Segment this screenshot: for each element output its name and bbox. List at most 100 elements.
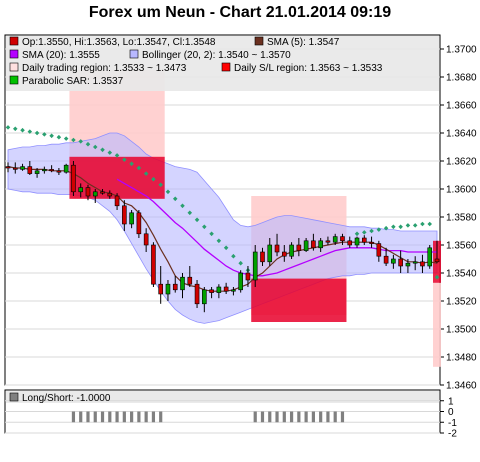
candle-body	[369, 241, 374, 244]
legend-swatch	[221, 62, 231, 72]
candle-body	[5, 166, 11, 169]
candle-body	[202, 289, 207, 305]
y-tick-label: 1.3560	[446, 241, 477, 252]
longshort-bar	[86, 411, 90, 423]
y-tick-label: 1.3460	[446, 381, 477, 392]
longshort-legend-label: Long/Short: -1.0000	[22, 393, 111, 404]
sar-point	[114, 153, 120, 158]
sar-point	[100, 147, 105, 153]
longshort-y-tick-label: -2	[448, 429, 457, 440]
candle-body	[260, 251, 265, 263]
longshort-bar	[340, 411, 345, 423]
sar-point	[412, 223, 418, 228]
sma20-line	[116, 178, 437, 277]
candle-body	[412, 261, 418, 264]
longshort-bar	[130, 411, 134, 423]
sar-point	[122, 157, 127, 162]
candle-body	[267, 244, 273, 263]
sar-point	[20, 127, 25, 133]
longshort-bar	[122, 411, 126, 423]
candle-body	[187, 276, 193, 285]
candle-body	[289, 244, 294, 257]
longshort-bar	[268, 411, 272, 423]
longshort-y-tick-label: 1	[448, 396, 454, 407]
legend-label: SMA (5): 1.3547	[267, 37, 340, 48]
legend-label: Daily trading region: 1.3533 ~ 1.3473	[22, 63, 187, 74]
legend-swatch	[254, 36, 264, 46]
longshort-bar	[253, 411, 257, 423]
legend-swatch	[9, 75, 19, 85]
longshort-bar	[108, 411, 112, 423]
candle-body	[282, 251, 287, 257]
candle-body	[27, 166, 33, 174]
candle-body	[151, 244, 156, 285]
candle-body	[122, 205, 127, 225]
candle-body	[223, 286, 229, 292]
candle-body	[311, 240, 316, 249]
longshort-bar	[144, 411, 148, 423]
sl-region	[251, 278, 347, 322]
legend-swatch	[129, 49, 139, 59]
y-tick-label: 1.3540	[446, 269, 477, 280]
sl-region	[69, 156, 165, 199]
candle-body	[391, 258, 396, 264]
y-tick-label: 1.3700	[446, 45, 477, 56]
legend-label: Op:1.3550, Hi:1.3563, Lo:1.3547, Cl:1.35…	[22, 37, 216, 48]
candle-body	[420, 261, 425, 267]
longshort-bar	[311, 411, 315, 423]
candle-body	[85, 187, 91, 197]
candle-body	[129, 212, 134, 225]
candle-body	[318, 240, 323, 249]
candle-body	[398, 258, 403, 267]
sar-point	[78, 139, 83, 144]
longshort-bar	[282, 411, 286, 423]
candle-body	[92, 191, 98, 197]
candle-body	[405, 262, 411, 267]
longshort-bar	[289, 411, 294, 423]
candle-body	[49, 169, 54, 172]
candle-body	[56, 170, 62, 173]
candle-body	[347, 240, 353, 246]
candle-body	[383, 255, 389, 264]
legend-swatch	[9, 62, 19, 72]
candle-body	[231, 289, 236, 292]
y-tick-label: 1.3500	[446, 325, 477, 336]
candle-body	[114, 195, 120, 207]
sar-point	[434, 274, 440, 280]
candle-body	[194, 283, 200, 305]
legend-label: Bollinger (20, 2): 1.3540 ~ 1.3570	[142, 50, 291, 61]
longshort-bar	[333, 411, 337, 423]
candle-body	[427, 247, 433, 267]
legend-label: Daily S/L region: 1.3563 ~ 1.3533	[234, 63, 383, 74]
sar-point	[383, 225, 389, 231]
candle-body	[376, 243, 382, 257]
sar-point	[405, 223, 411, 228]
sar-point	[362, 230, 367, 235]
candle-body	[158, 283, 163, 295]
candle-body	[107, 192, 113, 197]
candle-body	[340, 236, 345, 242]
legend-label: SMA (20): 1.3555	[22, 50, 100, 61]
longshort-legend-box	[6, 391, 439, 403]
longshort-bar	[260, 411, 265, 423]
candle-body	[332, 236, 338, 243]
candle-body	[238, 272, 243, 291]
candle-body	[100, 191, 105, 194]
candle-body	[274, 244, 280, 253]
candle-body	[296, 244, 302, 251]
candle-body	[172, 283, 178, 291]
candle-body	[143, 233, 149, 246]
sar-point	[354, 231, 360, 237]
sar-point	[42, 132, 47, 137]
longshort-bar	[275, 411, 279, 423]
longshort-bar	[71, 411, 76, 423]
candle-body	[20, 166, 25, 170]
candle-body	[325, 240, 331, 243]
candle-body	[71, 164, 76, 193]
sar-point	[56, 134, 62, 140]
candle-body	[216, 286, 222, 293]
sar-point	[34, 130, 40, 136]
trading-region	[433, 282, 441, 367]
longshort-bar	[137, 411, 141, 423]
